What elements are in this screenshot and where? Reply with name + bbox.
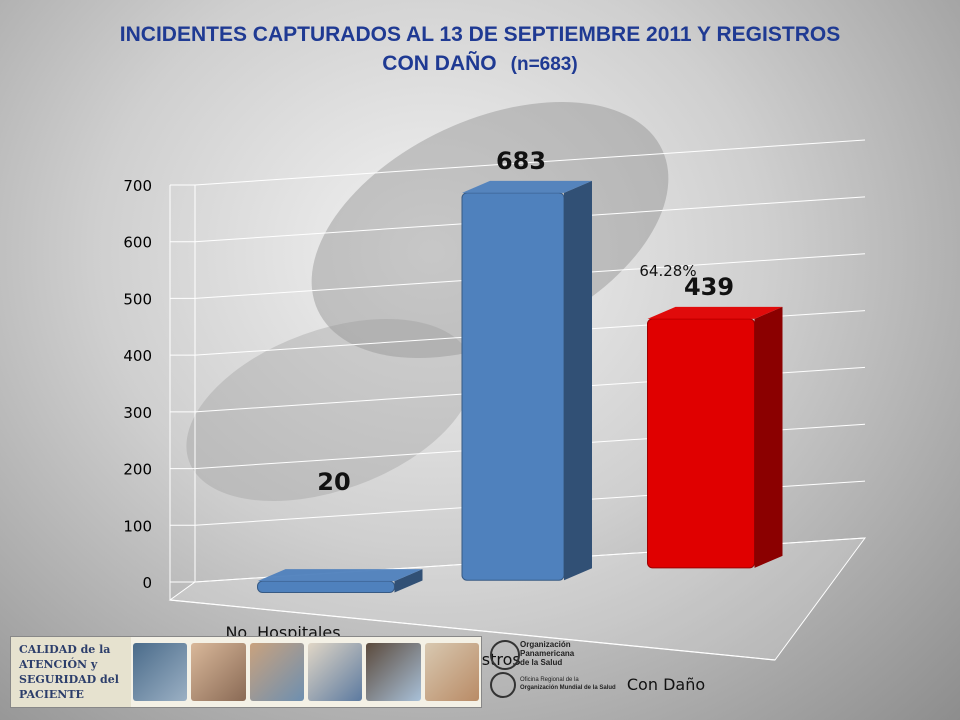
- calidad-logo: CALIDAD de la ATENCIÓN y SEGURIDAD del P…: [11, 637, 131, 707]
- data-label-3: 439: [684, 273, 734, 301]
- gridline: [194, 139, 866, 186]
- photo-strip: [131, 637, 481, 707]
- bar-front-2: [461, 192, 565, 581]
- photo-image: [366, 643, 421, 701]
- oms-name-2: Organización Mundial de la Salud: [520, 685, 616, 691]
- bar-side-1: [394, 569, 423, 593]
- percentage-annotation: 64.28%: [639, 262, 696, 280]
- logo-line-2: ATENCIÓN y: [19, 658, 98, 671]
- bar-top-1: [257, 569, 423, 582]
- bar-front-3: [647, 318, 755, 569]
- photo-image: [249, 643, 304, 701]
- footer-banner: CALIDAD de la ATENCIÓN y SEGURIDAD del P…: [10, 636, 482, 708]
- x-axis-line: [169, 599, 776, 661]
- ops-name-3: de la Salud: [520, 658, 563, 667]
- y-tick-label: 700: [123, 177, 152, 195]
- bar-top-3: [647, 306, 783, 319]
- ops-name-2: Panamericana: [520, 649, 575, 658]
- y-tick-label: 0: [142, 574, 152, 592]
- y-tick-label: 400: [123, 347, 152, 365]
- ops-oms-logo: Organización Panamericana de la Salud Of…: [488, 636, 618, 702]
- ops-emblem-icon: [490, 640, 520, 670]
- bar-side-3: [754, 306, 783, 568]
- title-line-2-text: CON DAÑO: [382, 52, 497, 75]
- oms-emblem-icon: [490, 672, 516, 698]
- title-line-2: CON DAÑO (n=683): [0, 49, 960, 79]
- data-label-1: 20: [317, 468, 350, 496]
- y-tick-label: 300: [123, 404, 152, 422]
- x-category-label: Con Daño: [627, 675, 705, 694]
- photo-image: [424, 643, 479, 701]
- page-title: INCIDENTES CAPTURADOS AL 13 DE SEPTIEMBR…: [0, 20, 960, 79]
- y-tick-label: 100: [123, 517, 152, 535]
- photo-image: [307, 643, 363, 701]
- y-tick-label: 500: [123, 290, 152, 308]
- title-sample-size: (n=683): [510, 54, 578, 75]
- logo-line-3: SEGURIDAD del: [19, 673, 119, 686]
- bar-top-2: [462, 180, 592, 193]
- y-tick-label: 200: [123, 461, 152, 479]
- title-line-1: INCIDENTES CAPTURADOS AL 13 DE SEPTIEMBR…: [119, 23, 841, 46]
- y-tick-label: 600: [123, 234, 152, 252]
- photo-image: [191, 643, 246, 701]
- oms-name-1: Oficina Regional de la: [520, 677, 579, 683]
- logo-line-1: CALIDAD de la: [19, 643, 111, 656]
- photo-image: [133, 643, 188, 701]
- logo-line-4: PACIENTE: [19, 688, 84, 701]
- bar-side-2: [564, 180, 592, 581]
- data-label-2: 683: [496, 147, 546, 175]
- bar-front-1: [257, 580, 395, 593]
- ops-name-1: Organización: [520, 640, 571, 649]
